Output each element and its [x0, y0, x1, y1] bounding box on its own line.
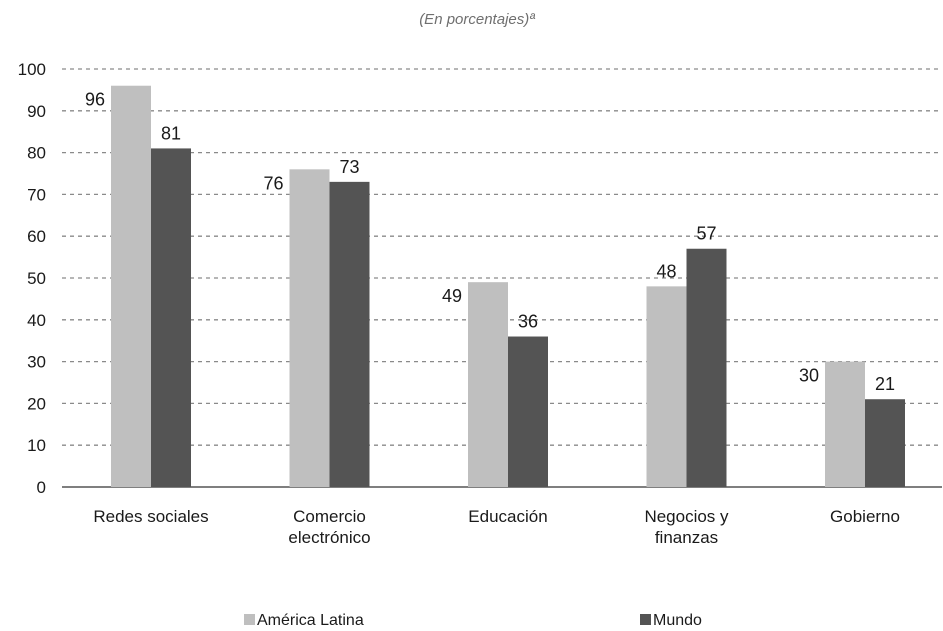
- bar: [289, 169, 330, 487]
- legend-label: Mundo: [653, 612, 702, 629]
- y-tick-label: 90: [27, 102, 46, 121]
- bar: [508, 336, 548, 487]
- bar: [111, 85, 151, 487]
- data-label: 36: [518, 312, 538, 332]
- bar: [825, 361, 865, 487]
- y-tick-label: 10: [27, 436, 46, 455]
- category-label: Comercio: [293, 507, 366, 526]
- y-tick-label: 40: [27, 311, 46, 330]
- bars: [111, 85, 905, 488]
- category-label: finanzas: [655, 528, 718, 547]
- legend-label: América Latina: [257, 612, 364, 629]
- labels: 0 10 20 30 40 50 60 70 80 90 100 96 81 Redes sociales…: [18, 60, 900, 547]
- bar: [686, 248, 727, 487]
- bar: [329, 181, 370, 488]
- bar: [468, 282, 508, 487]
- bar: [865, 399, 905, 487]
- y-tick-label: 80: [27, 144, 46, 163]
- category-label: electrónico: [288, 528, 370, 547]
- bar: [151, 148, 191, 488]
- legend-swatch: [244, 614, 255, 625]
- data-label: 49: [442, 286, 462, 306]
- data-label: 57: [696, 224, 716, 244]
- category-label: Gobierno: [830, 507, 900, 526]
- data-label: 21: [875, 374, 895, 394]
- category-label: Redes sociales: [93, 507, 208, 526]
- data-label: 96: [85, 90, 105, 110]
- category-label: Negocios y: [644, 507, 729, 526]
- y-tick-label: 70: [27, 185, 46, 204]
- chart-subtitle: (En porcentajes)ª: [419, 11, 535, 28]
- data-label: 81: [161, 123, 181, 143]
- y-tick-label: 60: [27, 227, 46, 246]
- legend: América Latina Mundo: [244, 612, 702, 629]
- y-tick-label: 50: [27, 269, 46, 288]
- data-label: 48: [656, 261, 676, 281]
- y-tick-label: 20: [27, 394, 46, 413]
- legend-swatch: [640, 614, 651, 625]
- y-tick-label: 100: [18, 60, 46, 79]
- data-label: 30: [799, 366, 819, 386]
- data-label: 76: [263, 173, 283, 193]
- category-label: Educación: [468, 507, 547, 526]
- y-tick-label: 0: [37, 478, 46, 497]
- data-label: 73: [339, 157, 359, 177]
- y-tick-label: 30: [27, 353, 46, 372]
- bar: [646, 286, 687, 487]
